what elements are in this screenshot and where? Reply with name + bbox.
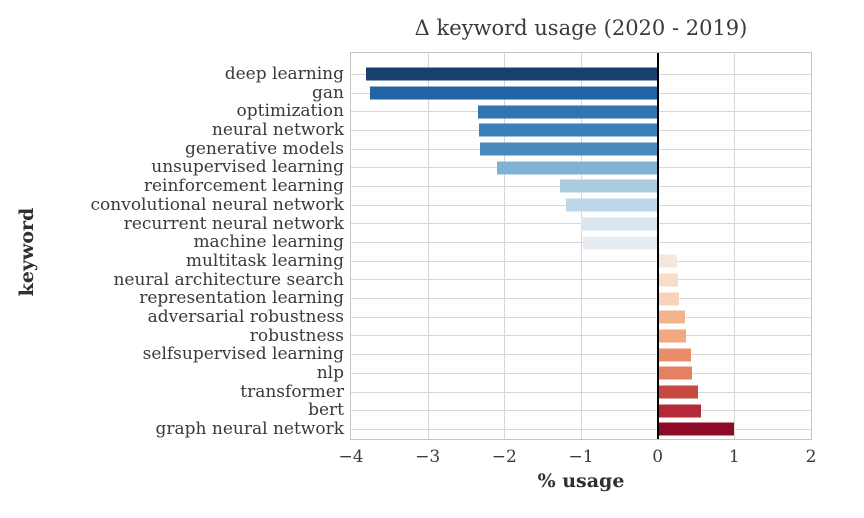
horizontal-gridline — [351, 410, 811, 412]
horizontal-gridline — [351, 354, 811, 356]
bar-row — [351, 289, 811, 308]
horizontal-gridline — [351, 391, 811, 393]
bar — [583, 236, 658, 250]
bar — [657, 366, 693, 380]
y-tick-label: neural architecture search — [113, 269, 344, 290]
bar-row — [351, 121, 811, 140]
y-tick-label: multitask learning — [185, 250, 344, 271]
bar — [657, 348, 692, 362]
bar-row — [351, 271, 811, 290]
horizontal-gridline — [351, 428, 811, 430]
bar — [657, 292, 680, 306]
vertical-gridline — [504, 53, 506, 439]
vertical-gridline — [734, 53, 736, 439]
bar — [657, 310, 686, 324]
y-tick-label: robustness — [249, 325, 344, 346]
bar — [479, 142, 658, 156]
x-tick-label: 2 — [805, 447, 817, 467]
y-tick-label: machine learning — [193, 232, 344, 253]
vertical-gridline — [581, 53, 582, 439]
bar — [477, 105, 658, 119]
y-tick-label: representation learning — [139, 288, 344, 309]
bar-row — [351, 140, 811, 159]
bar — [366, 67, 658, 81]
bar-row — [351, 84, 811, 103]
y-tick-label: reinforcement learning — [143, 176, 344, 197]
bar-row — [351, 65, 811, 84]
bar-row — [351, 196, 811, 215]
horizontal-gridline — [351, 279, 811, 281]
bar — [657, 404, 701, 418]
bar-row — [351, 364, 811, 383]
bar — [657, 385, 699, 399]
y-tick-labels: deep learning gan optimization neural netwo… — [0, 65, 344, 439]
bar-row — [351, 327, 811, 346]
y-tick-label: optimization — [236, 101, 345, 122]
bar-rows — [351, 53, 811, 439]
horizontal-gridline — [351, 335, 811, 337]
y-tick-label: bert — [308, 400, 344, 421]
y-tick-label: generative models — [184, 138, 344, 159]
x-tick-label: −2 — [491, 447, 517, 467]
y-tick-label: transformer — [240, 381, 344, 402]
bar-row — [351, 215, 811, 234]
bar — [657, 254, 677, 268]
bar — [657, 273, 678, 287]
chart-title: Δ keyword usage (2020 - 2019) — [414, 16, 748, 40]
bar — [566, 198, 658, 212]
horizontal-gridline — [351, 260, 811, 262]
x-tick-label: 1 — [728, 447, 740, 467]
bar — [560, 179, 658, 193]
y-tick-label: deep learning — [224, 64, 344, 84]
bar-row — [351, 252, 811, 271]
y-tick-label: nlp — [316, 363, 344, 383]
plot-area — [350, 52, 812, 440]
bar-row — [351, 383, 811, 402]
x-tick-label: −4 — [338, 447, 364, 467]
x-axis-label: % usage — [537, 470, 625, 492]
horizontal-gridline — [351, 298, 811, 300]
zero-line — [656, 53, 659, 439]
bar — [581, 217, 658, 231]
horizontal-gridline — [351, 372, 811, 374]
x-tick-labels: −4 −3 −2 −1 0 1 2 — [338, 447, 816, 469]
y-tick-label: gan — [312, 82, 344, 103]
y-tick-label: neural network — [211, 120, 344, 141]
y-tick-label: recurrent neural network — [123, 213, 344, 234]
bar-row — [351, 158, 811, 177]
x-tick-label: −3 — [415, 447, 441, 467]
bar — [496, 161, 658, 175]
y-tick-label: graph neural network — [155, 419, 345, 440]
bar-row — [351, 308, 811, 327]
bar-row — [351, 345, 811, 364]
bar-row — [351, 102, 811, 121]
bar-row — [351, 177, 811, 196]
bar — [370, 86, 658, 100]
bar-row — [351, 233, 811, 252]
x-tick-label: 0 — [652, 447, 664, 467]
y-tick-label: adversarial robustness — [147, 306, 344, 327]
horizontal-gridline — [351, 242, 811, 244]
vertical-gridline — [427, 53, 429, 439]
bar — [657, 422, 735, 436]
bar — [479, 123, 658, 137]
y-tick-label: selfsupervised learning — [142, 344, 344, 365]
horizontal-gridline — [351, 316, 811, 318]
y-tick-label: convolutional neural network — [90, 194, 344, 215]
y-tick-label: unsupervised learning — [151, 157, 344, 178]
x-tick-label: −1 — [568, 447, 594, 467]
bar-row — [351, 420, 811, 439]
bar — [657, 329, 687, 343]
bar-row — [351, 401, 811, 420]
